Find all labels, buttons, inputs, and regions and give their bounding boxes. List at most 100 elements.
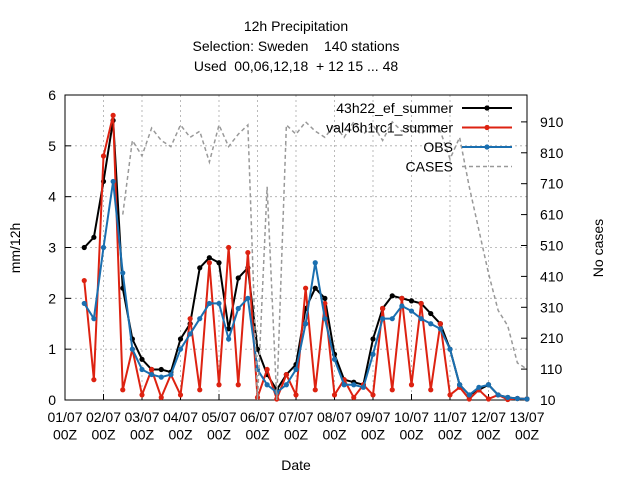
data-point: [399, 303, 405, 309]
legend-label: CASES: [406, 159, 453, 175]
data-point: [389, 293, 395, 299]
data-point: [408, 382, 415, 388]
legend-label: OBS: [423, 139, 453, 155]
data-point: [91, 234, 97, 240]
data-point: [408, 298, 415, 304]
data-point: [216, 382, 222, 388]
data-point: [380, 305, 386, 312]
data-point: [399, 295, 405, 301]
data-point: [389, 387, 395, 393]
data-point: [158, 366, 164, 373]
y2-tick-label: 910: [540, 114, 564, 130]
y2-axis-label: No cases: [590, 219, 606, 277]
data-point: [226, 244, 232, 251]
data-point: [149, 366, 155, 373]
y2-tick-label: 710: [540, 176, 564, 192]
legend-marker: [484, 144, 490, 150]
data-point: [216, 300, 222, 307]
data-point: [187, 331, 193, 337]
data-point: [341, 382, 347, 388]
data-point: [370, 351, 376, 357]
data-point: [226, 336, 232, 342]
data-point: [110, 178, 116, 185]
legend-label: 43h22_ef_summer: [336, 100, 453, 116]
x-tick-label: 13/07 00Z: [509, 409, 544, 443]
data-point: [322, 316, 328, 322]
data-point: [197, 387, 203, 393]
data-point: [81, 300, 87, 307]
x-tick-label: 10/07 00Z: [394, 409, 429, 443]
data-point: [91, 377, 97, 383]
data-point: [168, 371, 174, 378]
data-point: [197, 316, 203, 322]
chart-subtitle: Used 00,06,12,18 + 12 15 ... 48: [194, 58, 399, 74]
x-tick-label: 11/07 00Z: [433, 409, 467, 443]
x-tick-label: 09/07 00Z: [355, 409, 390, 443]
y2-tick-label: 310: [540, 299, 564, 315]
data-point: [187, 316, 193, 322]
legend-marker: [484, 105, 490, 111]
data-point: [158, 394, 164, 401]
series-line: [122, 120, 528, 401]
data-point: [322, 300, 328, 307]
x-tick-label: 03/07 00Z: [124, 409, 159, 443]
data-point: [370, 336, 376, 342]
y-tick-label: 0: [48, 392, 56, 408]
data-point: [245, 249, 251, 256]
data-point: [351, 394, 357, 401]
data-point: [380, 316, 386, 322]
y2-tick-label: 510: [540, 237, 564, 253]
data-point: [206, 255, 212, 261]
data-point: [149, 371, 155, 378]
data-point: [91, 316, 97, 322]
y2-tick-label: 610: [540, 207, 564, 223]
data-point: [408, 308, 415, 314]
data-point: [485, 382, 492, 388]
x-axis-label: Date: [281, 457, 311, 473]
data-point: [303, 285, 309, 291]
data-point: [139, 366, 145, 373]
x-tick-label: 01/07 00Z: [47, 409, 82, 443]
data-point: [283, 382, 289, 388]
data-point: [495, 392, 501, 398]
y2-tick-label: 810: [540, 145, 564, 161]
data-point: [158, 374, 164, 380]
data-point: [485, 396, 492, 402]
x-tick-label: 02/07 00Z: [86, 409, 121, 443]
data-point: [303, 321, 309, 327]
data-point: [139, 392, 145, 398]
data-point: [197, 265, 203, 271]
x-tick-label: 08/07 00Z: [317, 409, 352, 443]
legend-marker: [484, 124, 490, 131]
data-point: [428, 321, 434, 327]
data-point: [447, 392, 453, 398]
data-point: [110, 112, 116, 118]
x-tick-label: 05/07 00Z: [201, 409, 236, 443]
chart-subtitle: Selection: Sweden 140 stations: [192, 38, 399, 54]
data-point: [447, 346, 453, 352]
data-point: [139, 356, 145, 362]
data-point: [331, 356, 338, 362]
data-point: [389, 316, 395, 322]
data-point: [81, 244, 87, 251]
data-point: [293, 366, 299, 373]
x-tick-label: 06/07 00Z: [240, 409, 275, 443]
data-point: [360, 384, 366, 390]
data-point: [437, 326, 443, 332]
data-point: [81, 277, 87, 284]
plot-frame: [64, 94, 528, 401]
data-point: [264, 366, 270, 373]
y-tick-label: 2: [48, 290, 56, 306]
data-point: [312, 260, 318, 266]
data-point: [206, 260, 212, 266]
y-axis-label: mm/12h: [7, 223, 23, 274]
data-point: [264, 382, 270, 388]
data-point: [120, 270, 126, 276]
x-tick-label: 07/07 00Z: [278, 409, 313, 443]
data-point: [351, 382, 357, 388]
data-point: [100, 244, 107, 251]
data-point: [235, 275, 241, 281]
data-point: [457, 382, 463, 388]
y-tick-label: 1: [48, 341, 56, 357]
y-tick-label: 3: [48, 240, 56, 256]
